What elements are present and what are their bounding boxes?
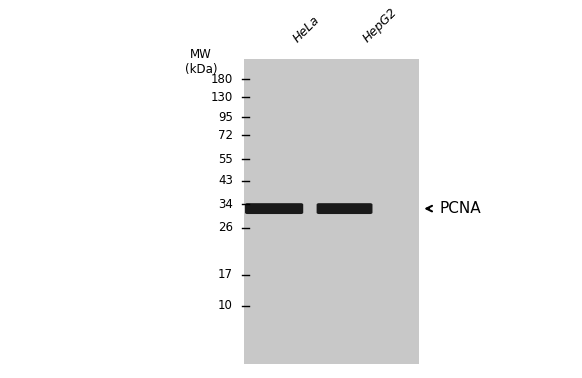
Text: HeLa: HeLa — [290, 13, 322, 45]
FancyBboxPatch shape — [245, 203, 303, 214]
Text: 130: 130 — [211, 91, 233, 104]
FancyBboxPatch shape — [317, 203, 372, 214]
Text: HepG2: HepG2 — [360, 6, 400, 45]
Text: 34: 34 — [218, 198, 233, 211]
Text: 10: 10 — [218, 299, 233, 312]
Text: 43: 43 — [218, 174, 233, 187]
Text: 17: 17 — [218, 268, 233, 281]
Text: 55: 55 — [218, 152, 233, 166]
Text: MW: MW — [190, 48, 212, 61]
Text: 72: 72 — [218, 129, 233, 142]
Text: 95: 95 — [218, 111, 233, 124]
Text: PCNA: PCNA — [439, 201, 481, 216]
Bar — [244, 59, 419, 364]
Text: 180: 180 — [211, 73, 233, 86]
Text: 26: 26 — [218, 221, 233, 234]
Text: (kDa): (kDa) — [184, 63, 217, 76]
